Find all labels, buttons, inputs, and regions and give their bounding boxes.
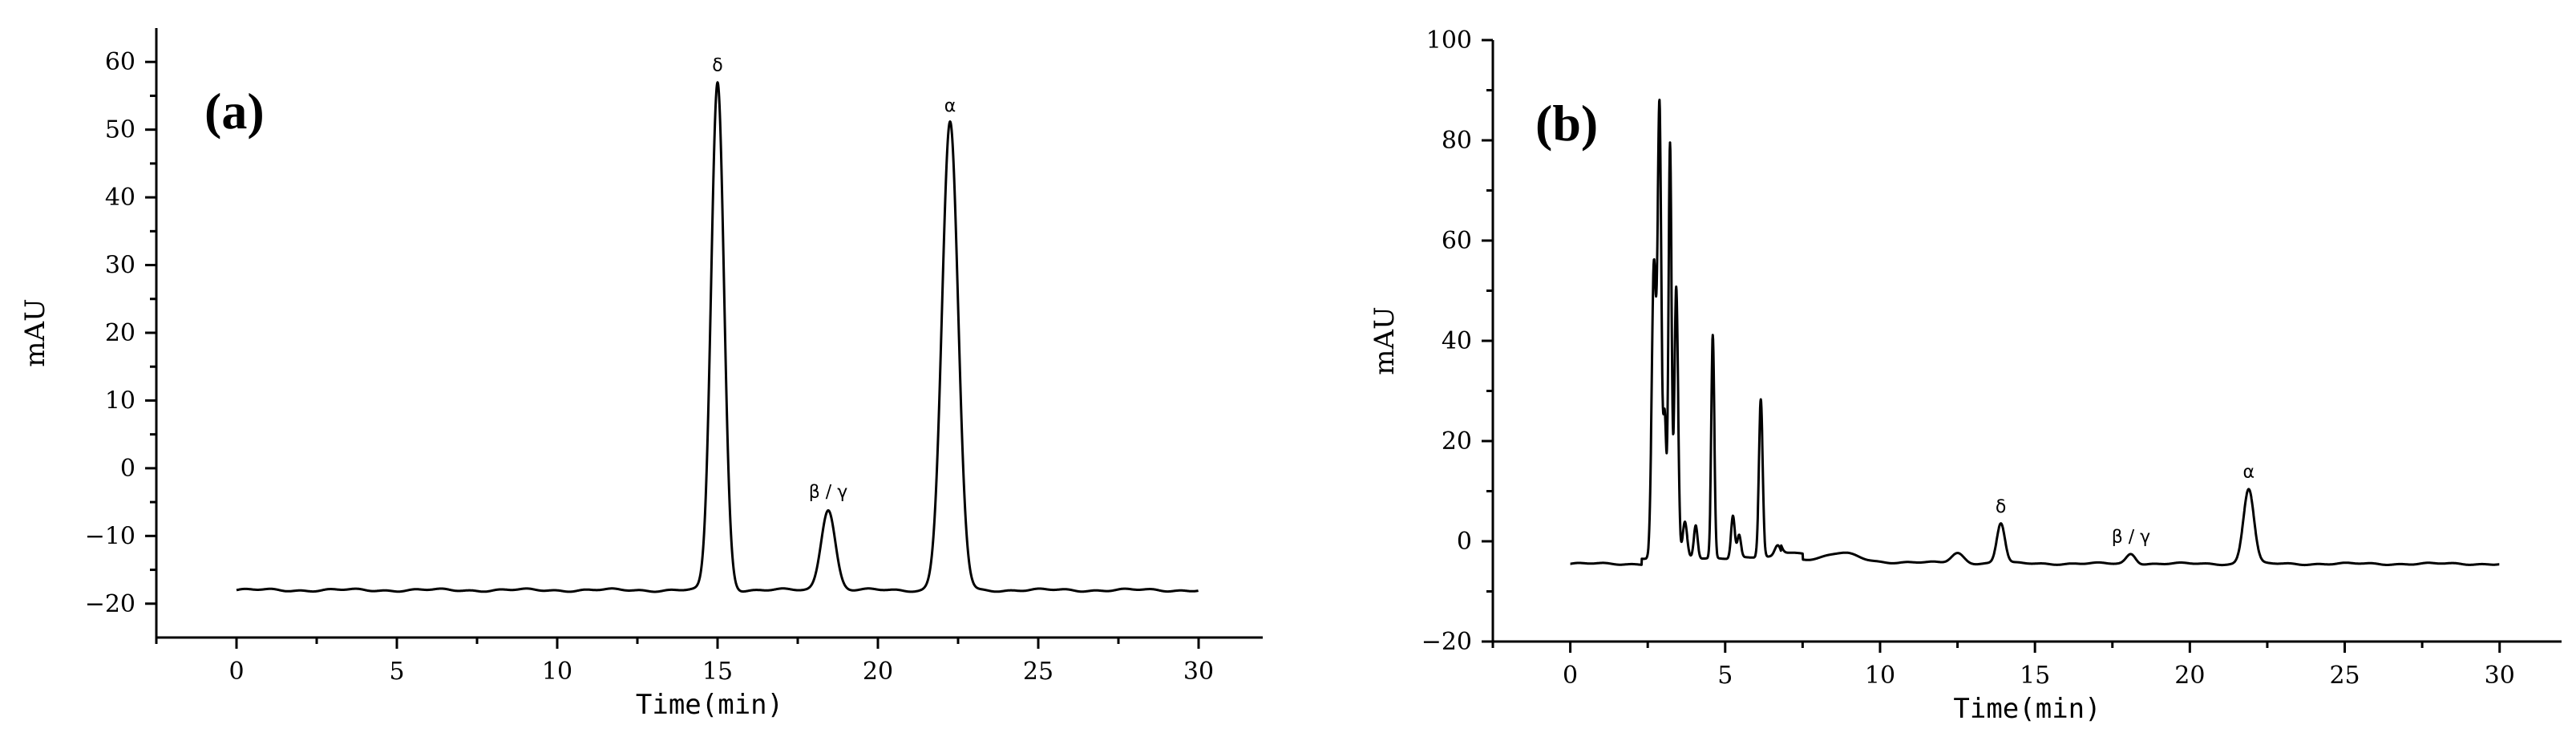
y-tick-label: 20 [1442, 427, 1472, 455]
x-tick-label: 20 [863, 658, 893, 686]
peak-label: β / γ [2112, 528, 2150, 548]
y-tick-label: 60 [105, 48, 135, 76]
y-tick-label: 30 [105, 252, 135, 280]
y-tick-label: 80 [1442, 127, 1472, 155]
x-tick-label: 25 [1023, 658, 1053, 686]
y-tick-label: 40 [1442, 327, 1472, 355]
x-axis-title: Time(min) [636, 689, 783, 721]
chromatogram-trace [235, 81, 1199, 593]
chart-panel-a: −20 −10 0 10 20 30 40 50 60 0 5 10 15 20 25 30 Time(min)… [19, 28, 1263, 721]
peak-label: δ [712, 56, 722, 76]
chart-panel-b: −20 0 20 40 60 80 100 0 5 10 15 20 25 30 Time(min) mAU (… [1369, 26, 2562, 725]
x-tick-label: 5 [1717, 662, 1733, 690]
y-tick-label: 60 [1442, 227, 1472, 255]
y-axis-title: mAU [19, 298, 51, 366]
x-axis-title: Time(min) [1953, 693, 2101, 725]
x-tick-label: 0 [1563, 662, 1578, 690]
y-tick-label: 50 [105, 116, 135, 144]
x-tick-label: 30 [1183, 658, 1214, 686]
y-tick-label: 20 [105, 319, 135, 347]
y-tick-label: 100 [1426, 26, 1472, 55]
panel-label: (a) [204, 83, 265, 140]
y-axis-title: mAU [1369, 306, 1401, 374]
panel-label: (b) [1535, 95, 1598, 152]
x-tick-label: 0 [228, 658, 244, 686]
y-tick-label: −20 [1421, 628, 1472, 656]
peak-label: δ [1996, 497, 2006, 517]
x-tick-label: 30 [2485, 662, 2515, 690]
peak-label: α [944, 96, 956, 116]
peak-label: β / γ [809, 483, 847, 503]
chromatogram-trace [1569, 99, 2501, 567]
x-tick-label: 15 [2020, 662, 2050, 690]
x-tick-label: 10 [542, 658, 572, 686]
x-tick-label: 10 [1865, 662, 1895, 690]
y-tick-label: 0 [1457, 528, 1472, 556]
x-tick-label: 15 [702, 658, 733, 686]
x-tick-label: 25 [2329, 662, 2360, 690]
y-tick-label: −10 [85, 522, 135, 550]
y-tick-label: 0 [120, 455, 135, 483]
x-tick-label: 20 [2174, 662, 2205, 690]
peak-label: α [2243, 462, 2255, 482]
y-tick-label: 10 [105, 387, 135, 415]
x-tick-label: 5 [389, 658, 404, 686]
y-tick-label: 40 [105, 184, 135, 212]
y-tick-label: −20 [85, 590, 135, 618]
